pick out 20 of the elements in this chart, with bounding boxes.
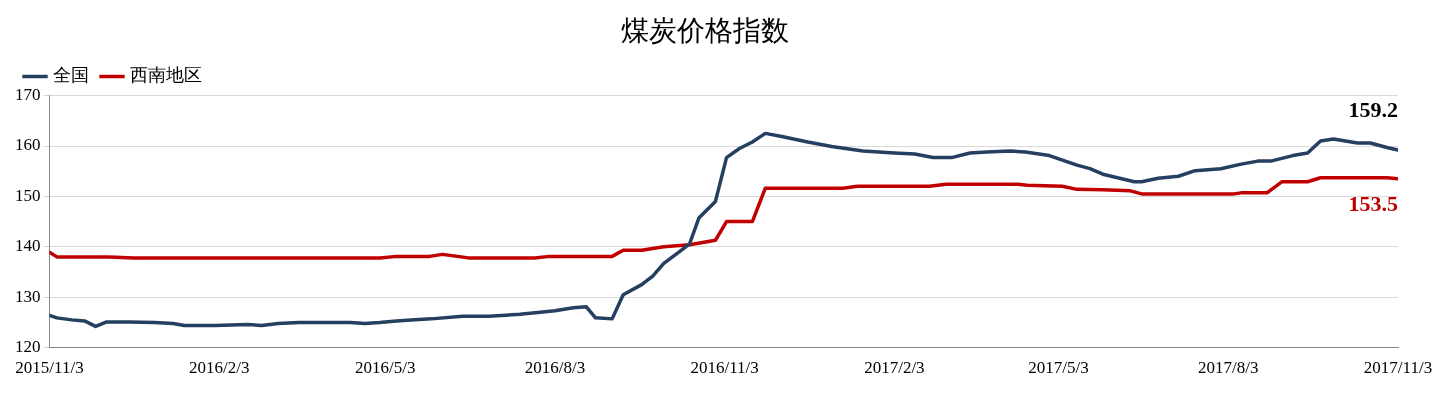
x-tick-label: 2016/8/3 xyxy=(524,358,586,378)
x-tick-label: 2017/8/3 xyxy=(1198,358,1259,378)
x-tick-label: 2016/2/3 xyxy=(188,358,250,378)
y-tick-label: 150 xyxy=(15,185,41,205)
y-tick-label: 140 xyxy=(15,236,41,256)
x-tick-label: 2016/5/3 xyxy=(355,358,416,378)
x-tick-label: 2017/5/3 xyxy=(1028,358,1089,378)
annotation: 153.5 xyxy=(1348,191,1398,217)
chart-title: 煤炭价格指数 xyxy=(621,14,789,48)
legend-label: 西南地区 xyxy=(130,64,202,86)
x-tick-label: 2017/11/3 xyxy=(1363,358,1433,378)
annotation: 159.2 xyxy=(1348,96,1398,122)
y-tick-label: 160 xyxy=(15,135,41,155)
legend-label: 全国 xyxy=(53,64,89,86)
y-tick-label: 120 xyxy=(15,337,41,357)
y-tick-label: 130 xyxy=(15,286,41,306)
x-tick-label: 2016/11/3 xyxy=(690,358,759,378)
y-tick-label: 170 xyxy=(15,85,41,105)
x-tick-label: 2017/2/3 xyxy=(864,358,925,378)
x-tick-label: 2015/11/3 xyxy=(15,358,84,378)
